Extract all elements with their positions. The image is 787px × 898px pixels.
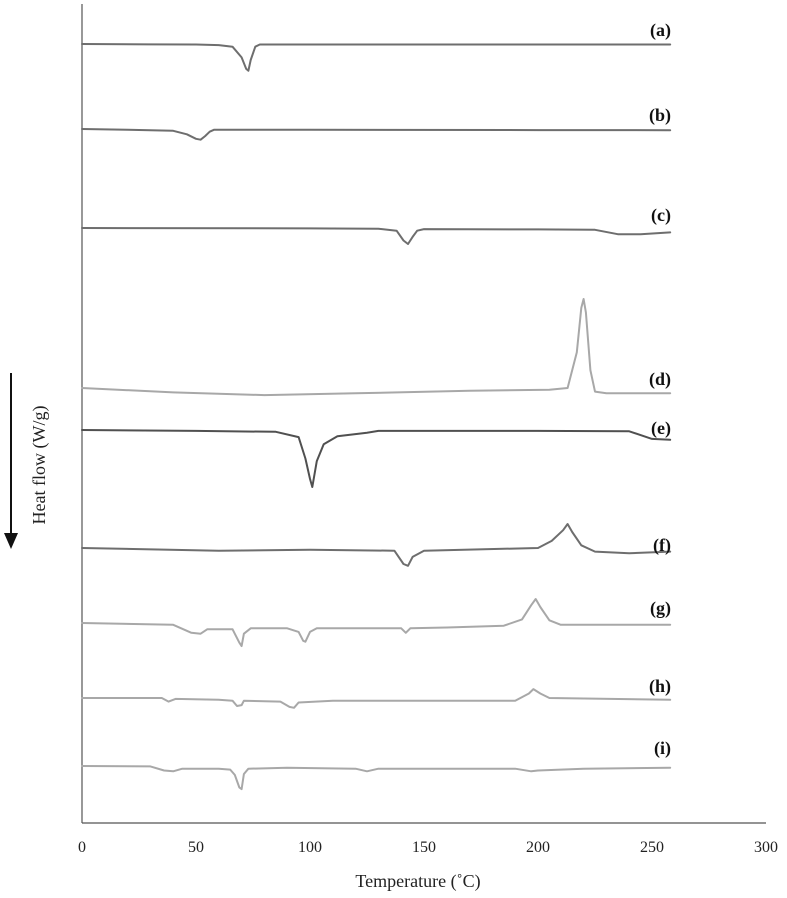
curve-label-a: (a) — [650, 20, 671, 41]
x-tick-label: 150 — [412, 839, 436, 856]
dsc-curve-g — [81, 598, 672, 648]
dsc-curve-f — [81, 523, 672, 567]
x-tick-label: 100 — [298, 839, 322, 856]
curve-label-g: (g) — [650, 598, 671, 619]
x-tick-label: 50 — [188, 839, 204, 856]
dsc-curve-b — [81, 128, 672, 141]
curve-label-b: (b) — [649, 105, 671, 126]
curve-label-d: (d) — [649, 369, 671, 390]
x-tick-label: 200 — [526, 839, 550, 856]
dsc-curve-e — [81, 429, 672, 488]
curves — [81, 43, 672, 791]
curve-label-f: (f) — [653, 535, 671, 556]
dsc-curve-c — [81, 227, 672, 245]
heat-flow-down-arrow-icon — [4, 373, 18, 549]
x-tick-label: 300 — [754, 839, 778, 856]
curve-label-c: (c) — [651, 205, 671, 226]
axes — [81, 4, 766, 824]
curve-label-e: (e) — [651, 418, 671, 439]
dsc-curve-a — [81, 43, 672, 72]
curve-labels: (a) (b) (c) (d) (e) (f) (g) (h) (i) — [649, 20, 671, 759]
curve-label-h: (h) — [649, 676, 671, 697]
curve-label-i: (i) — [654, 738, 671, 759]
x-tick-label: 250 — [640, 839, 664, 856]
x-tick-label: 0 — [78, 839, 86, 856]
dsc-curve-h — [81, 688, 672, 709]
dsc-curve-d — [81, 298, 672, 397]
y-axis-title: Heat flow (W/g) — [29, 406, 50, 525]
x-axis-title: Temperature (˚C) — [355, 871, 480, 892]
x-tick-labels: 0 50 100 150 200 250 300 — [78, 839, 778, 856]
dsc-curve-i — [81, 765, 672, 791]
